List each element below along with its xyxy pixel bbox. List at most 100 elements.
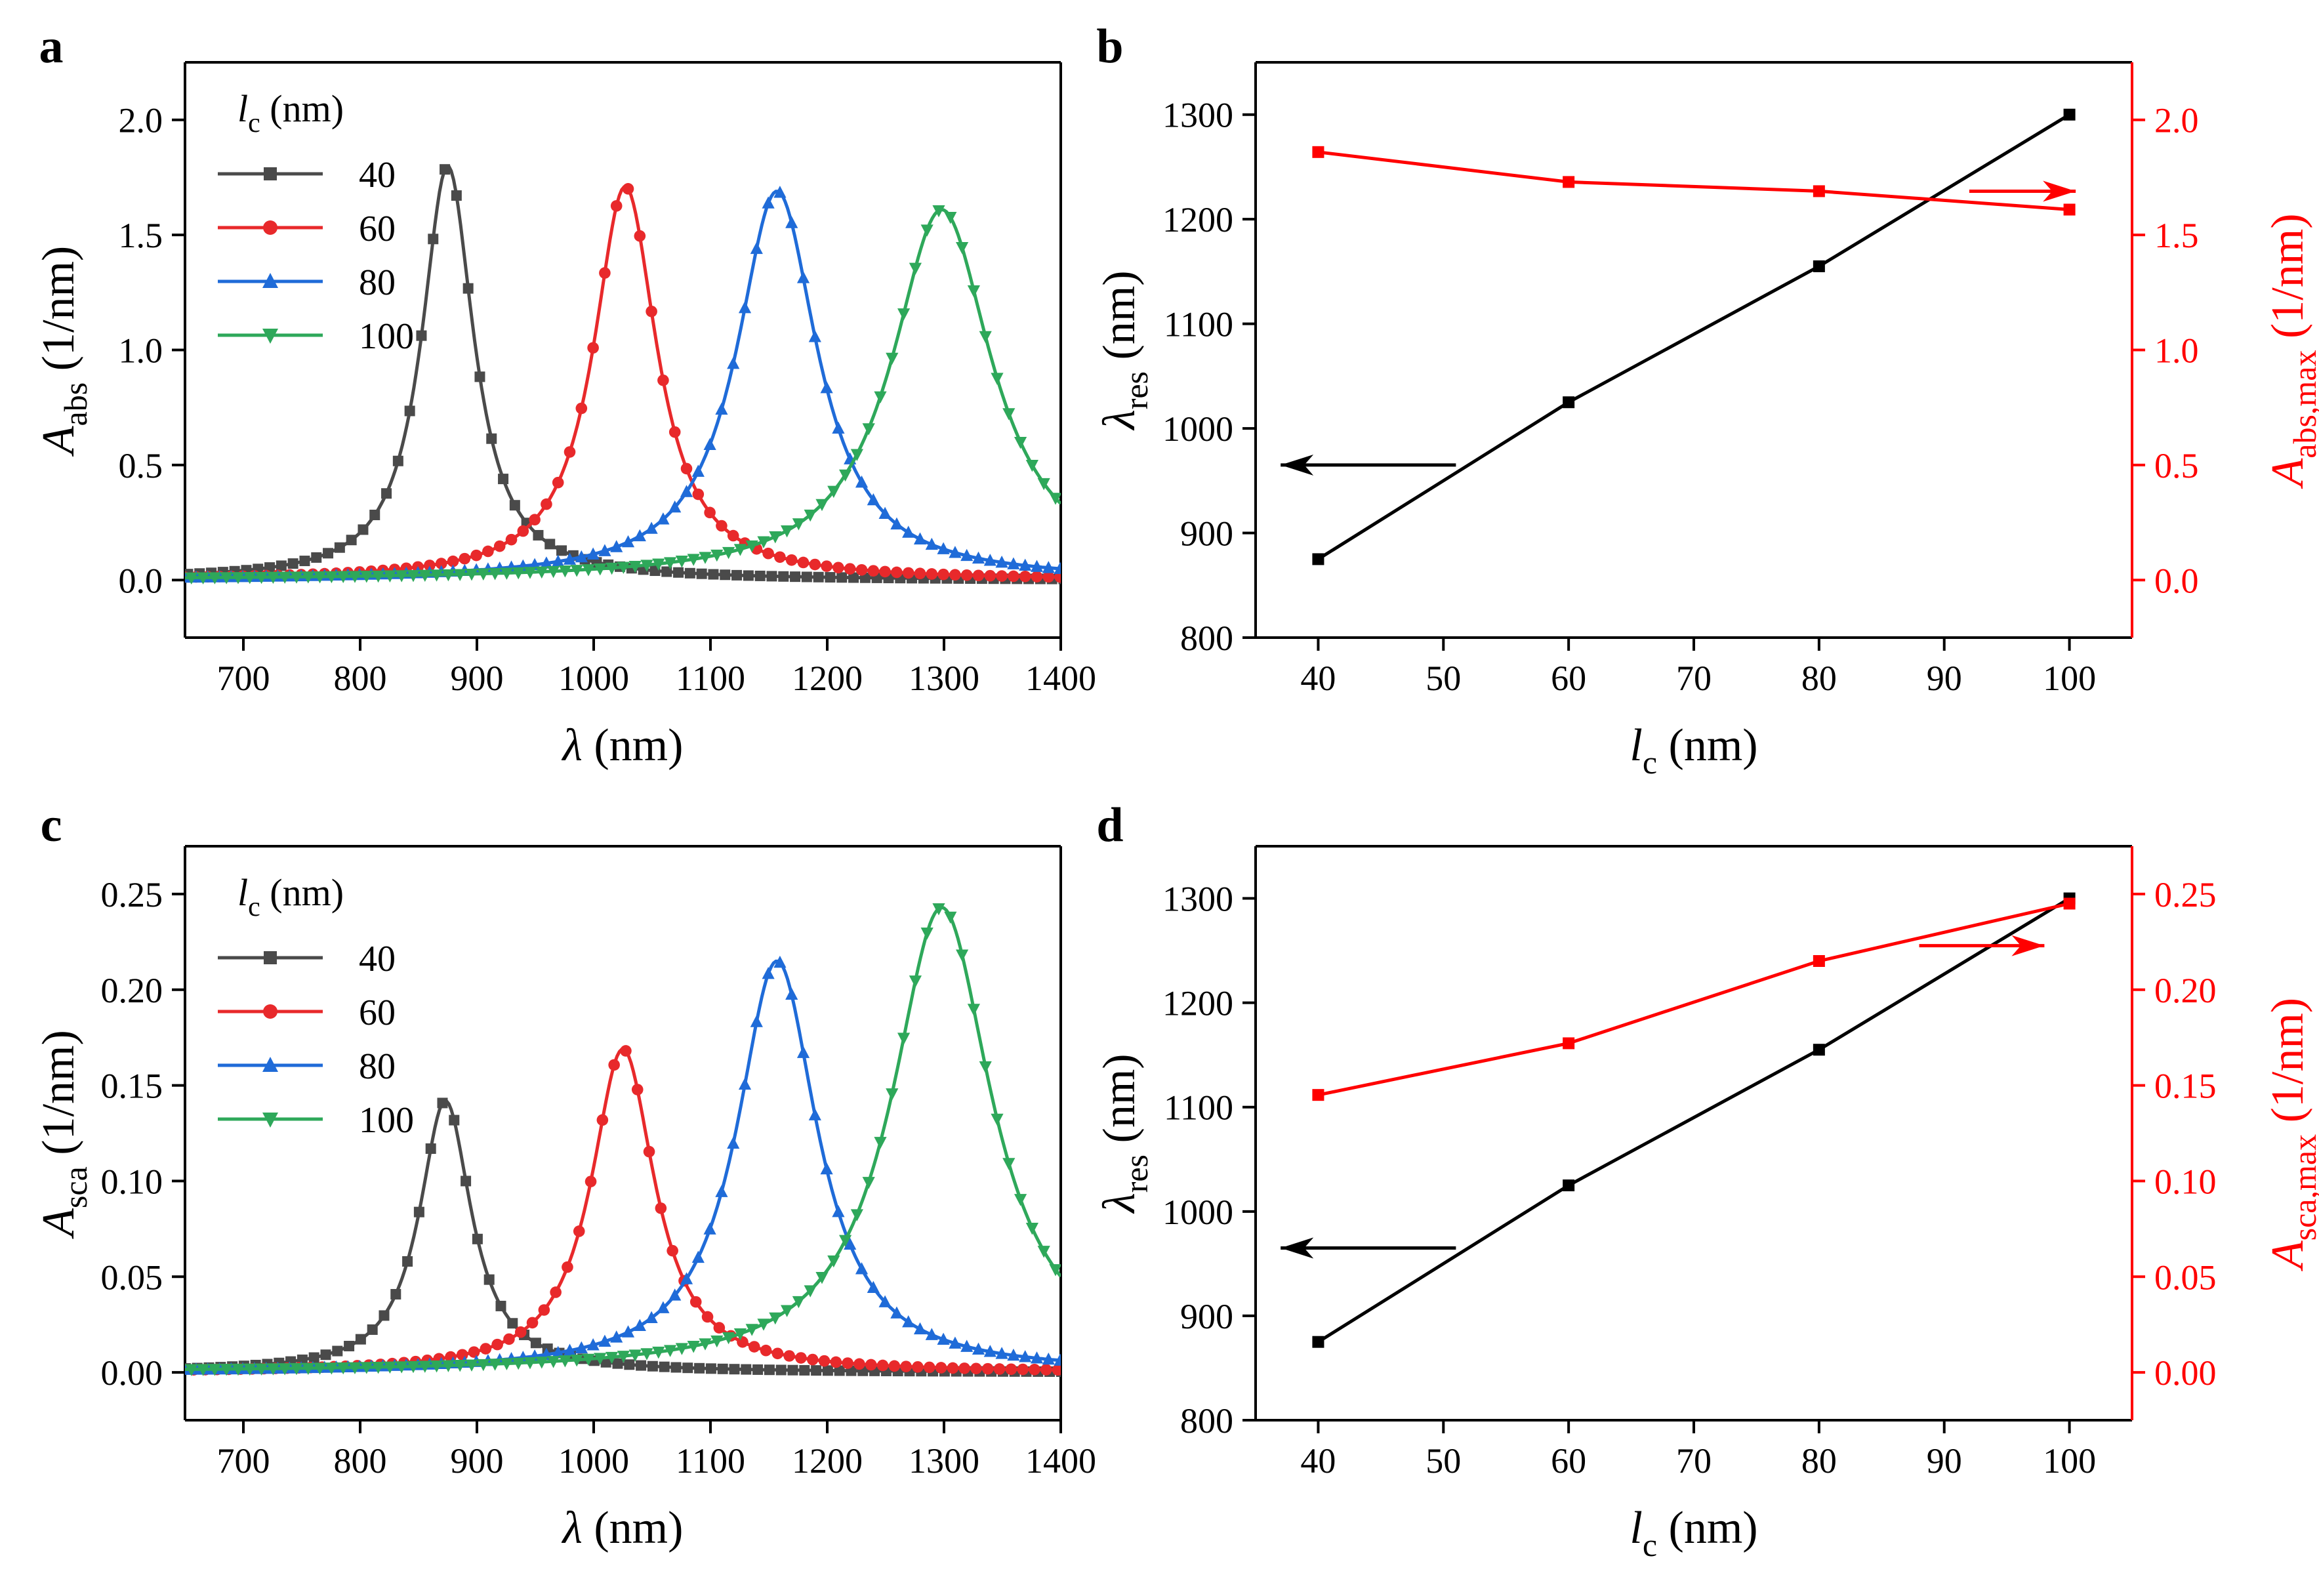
data-point-left: [2063, 108, 2076, 121]
data-point: [832, 421, 845, 434]
data-point: [920, 928, 934, 940]
y-tick-label: 0.05: [101, 1258, 163, 1297]
data-point: [804, 1285, 817, 1298]
x-tick-label: 50: [1426, 659, 1461, 698]
data-point: [737, 1336, 749, 1348]
data-point: [533, 529, 544, 541]
data-point: [667, 1244, 678, 1257]
data-point: [960, 1340, 974, 1352]
data-point: [867, 493, 880, 506]
data-point: [617, 562, 630, 574]
y-axis-label-main: A: [33, 426, 84, 457]
data-point: [290, 1362, 303, 1376]
y-tick-label: 0.20: [101, 971, 163, 1010]
data-point: [995, 1347, 1008, 1359]
series-markers-60: [185, 1045, 1061, 1376]
data-point: [949, 1336, 962, 1349]
x-tick-label: 800: [334, 1441, 387, 1481]
data-point: [337, 571, 350, 583]
data-point: [358, 524, 369, 535]
data-point-left: [1312, 553, 1324, 565]
data-point: [937, 568, 949, 581]
data-point: [564, 446, 576, 458]
data-point: [622, 183, 634, 195]
data-point: [488, 1359, 502, 1371]
data-point: [1042, 561, 1055, 573]
data-point: [402, 1256, 413, 1267]
panel-a: a 700 800 900 1000 1100 1200 1300 1400 0.0 0.5 1.0 1…: [33, 20, 1096, 771]
data-point: [659, 1361, 670, 1372]
data-point: [733, 544, 747, 556]
data-point: [483, 1274, 495, 1285]
data-point-right: [1563, 1037, 1575, 1050]
data-point: [558, 565, 571, 578]
panel-letter: d: [1096, 798, 1123, 852]
data-point-right: [1312, 146, 1324, 158]
data-point: [932, 205, 945, 218]
data-point: [185, 572, 186, 575]
data-point: [888, 1360, 901, 1372]
legend-label-40: 40: [359, 939, 396, 979]
data-point: [302, 1362, 315, 1376]
data-point: [1040, 1364, 1052, 1376]
data-point: [313, 571, 327, 584]
data-point: [600, 1357, 611, 1368]
legend-title: lc (nm): [237, 871, 344, 922]
y-right-tick-label: 1.5: [2154, 216, 2199, 255]
x-tick-label: 40: [1300, 1441, 1336, 1481]
data-point: [754, 570, 766, 581]
series-line-40: [185, 1099, 1061, 1374]
data-point: [785, 216, 798, 228]
y-tick-label: 2.0: [119, 101, 163, 140]
data-point: [792, 1296, 805, 1309]
data-point: [379, 1310, 390, 1321]
x-tick-label: 800: [334, 659, 387, 698]
panel-b: b 40 50 60 70 80 90 100 800 900 1000 1100 1200 1300 0.…: [1094, 20, 2319, 781]
y-tick-label: 1000: [1162, 409, 1233, 449]
y-tick-label: 0.15: [101, 1067, 163, 1106]
y-axis-label-sub: abs: [57, 382, 94, 426]
data-point: [1014, 1194, 1027, 1206]
data-point: [902, 525, 915, 538]
data-point: [815, 499, 829, 512]
data-point: [879, 565, 891, 578]
data-point: [897, 1033, 911, 1045]
data-point: [687, 554, 700, 566]
data-point: [610, 200, 623, 212]
data-point: [713, 1322, 726, 1334]
data-point: [991, 373, 1004, 385]
data-point: [796, 1046, 810, 1058]
series-line-left: [1317, 897, 2070, 1343]
data-point: [575, 1341, 588, 1353]
legend-marker-60: [263, 1004, 277, 1019]
data-point: [657, 512, 670, 525]
data-point: [774, 551, 786, 563]
data-point: [424, 560, 436, 571]
data-point: [465, 1359, 478, 1372]
data-point: [1052, 1364, 1061, 1376]
data-point: [220, 1364, 233, 1376]
data-point: [680, 462, 693, 475]
x-axis-label: lc (nm): [1630, 1503, 1757, 1563]
data-point: [675, 1343, 688, 1355]
data-point: [762, 966, 775, 979]
data-point: [844, 563, 856, 575]
data-point: [325, 1362, 338, 1375]
x-tick-label: 40: [1300, 659, 1336, 698]
data-point: [395, 570, 408, 583]
data-point: [757, 1319, 770, 1331]
data-point: [947, 1362, 959, 1374]
data-point: [449, 1115, 460, 1126]
data-point: [407, 569, 420, 583]
data-point: [636, 1360, 647, 1371]
data-point: [643, 1145, 655, 1158]
data-point: [891, 566, 903, 579]
data-point: [371, 1361, 385, 1374]
data-point: [437, 1097, 448, 1109]
data-point: [320, 1349, 331, 1361]
data-point: [1019, 570, 1031, 583]
data-point: [278, 571, 291, 584]
data-point: [771, 1347, 784, 1360]
y-right-tick-label: 0.5: [2154, 446, 2199, 485]
y-tick-label: 1100: [1164, 305, 1233, 344]
